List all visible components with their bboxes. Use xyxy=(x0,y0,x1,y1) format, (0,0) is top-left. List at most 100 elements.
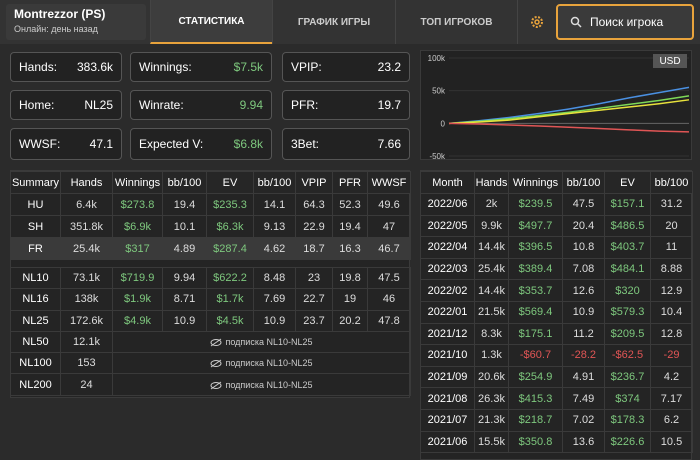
cell: $273.8 xyxy=(112,193,163,216)
graph-line xyxy=(448,99,690,125)
cell: 73.1k xyxy=(60,266,113,290)
cell: $4.9k xyxy=(112,309,163,332)
cell: $415.3 xyxy=(508,387,563,410)
stat-label: Home: xyxy=(19,98,55,112)
cell: 10.9 xyxy=(562,300,605,324)
icon-eye xyxy=(210,381,222,389)
month-row: 2022/06 2k $239.5 47.5 $157.1 31.2 xyxy=(420,193,693,216)
summary-row: NL16 138k $1.9k 8.71 $1.7k 7.69 22.7 19 46 xyxy=(10,288,411,311)
icon-slash xyxy=(211,338,222,347)
cell: $719.9 xyxy=(112,266,163,290)
summary-row: NL10 73.1k $719.9 9.94 $622.2 8.48 23 19.8 47.5 xyxy=(10,266,411,290)
cell: 12.8 xyxy=(650,322,693,346)
summary-row: NL25 172.6k $4.9k 10.9 $4.5k 10.9 23.7 20.2 47.8 xyxy=(10,309,411,332)
cell: 16.3 xyxy=(332,237,368,260)
cell: -29 xyxy=(650,344,693,367)
cell: $396.5 xyxy=(508,236,563,259)
cell: 47.5 xyxy=(562,193,605,216)
column-header: Hands xyxy=(60,171,113,194)
cell: $178.3 xyxy=(604,408,651,432)
stat-box: 3Bet: 7.66 xyxy=(282,128,410,160)
icon-eye xyxy=(210,339,222,347)
cell: 1.3k xyxy=(474,344,509,367)
cell: -$62.5 xyxy=(604,344,651,367)
cell: 52.3 xyxy=(332,193,368,216)
cell: $320 xyxy=(604,279,651,302)
cell: 23.7 xyxy=(295,309,333,332)
cell: 20.2 xyxy=(332,309,368,332)
row-label: 2021/09 xyxy=(420,365,475,389)
cell: $579.3 xyxy=(604,300,651,324)
stat-box: Home: NL25 xyxy=(10,90,122,120)
summary-row: NL50 12.1k подписка NL10-NL25 xyxy=(10,330,411,354)
cell: $486.5 xyxy=(604,214,651,238)
cell: 15.5k xyxy=(474,430,509,454)
row-label: 2022/02 xyxy=(420,279,475,302)
cell: $569.4 xyxy=(508,300,563,324)
cell: 7.49 xyxy=(562,387,605,410)
cell: 26.3k xyxy=(474,387,509,410)
cell: 4.89 xyxy=(162,237,207,260)
cell: $6.9k xyxy=(112,215,163,238)
cell: $175.1 xyxy=(508,322,563,346)
cell: 46 xyxy=(367,288,411,311)
stat-label: WWSF: xyxy=(19,137,61,151)
cell: 4.2 xyxy=(650,365,693,389)
cell: 172.6k xyxy=(60,309,113,332)
cell: 4.91 xyxy=(562,365,605,389)
month-row: 2021/07 21.3k $218.7 7.02 $178.3 6.2 xyxy=(420,408,693,432)
search-box[interactable]: Поиск игрока xyxy=(556,4,694,40)
cell: $374 xyxy=(604,387,651,410)
cell: 7.08 xyxy=(562,257,605,281)
month-row: 2022/03 25.4k $389.4 7.08 $484.1 8.88 xyxy=(420,257,693,281)
column-header: EV xyxy=(604,171,651,194)
summary-table: Summary Hands Winnings bb/100 EV bb/100 VPIP PF… xyxy=(10,171,411,260)
row-label: 2022/05 xyxy=(420,214,475,238)
column-header: bb/100 xyxy=(253,171,296,194)
column-header: Month xyxy=(420,171,475,194)
cell: 21.5k xyxy=(474,300,509,324)
player-name: Montrezzor (PS) xyxy=(14,7,106,21)
cell: $1.9k xyxy=(112,288,163,311)
cell: 351.8k xyxy=(60,215,113,238)
cell: 2k xyxy=(474,193,509,216)
summary-row: HU 6.4k $273.8 19.4 $235.3 14.1 64.3 52.3 49.6 xyxy=(10,193,411,216)
cell: 10.9 xyxy=(162,309,207,332)
cell: 13.6 xyxy=(562,430,605,454)
row-label: 2021/10 xyxy=(420,344,475,367)
search-placeholder: Поиск игрока xyxy=(590,15,664,29)
row-label: 2021/08 xyxy=(420,387,475,410)
y-tick-label: -50k xyxy=(429,152,446,159)
y-tick-label: 50k xyxy=(432,87,446,96)
cell: 12.6 xyxy=(562,279,605,302)
stat-box: VPIP: 23.2 xyxy=(282,52,410,82)
cell: $239.5 xyxy=(508,193,563,216)
cell: 21.3k xyxy=(474,408,509,432)
subscription-cell: подписка NL10-NL25 xyxy=(112,352,411,375)
cell: 11.2 xyxy=(562,322,605,346)
month-row: 2021/06 15.5k $350.8 13.6 $226.6 10.5 xyxy=(420,430,693,454)
settings-icon[interactable] xyxy=(529,14,545,30)
cell: -28.2 xyxy=(562,344,605,367)
column-header: bb/100 xyxy=(562,171,605,194)
row-label: NL200 xyxy=(10,373,61,396)
subscription-text: подписка NL10-NL25 xyxy=(225,379,313,390)
stat-label: VPIP: xyxy=(291,60,322,74)
stat-label: Winnings: xyxy=(139,60,192,74)
graph-line xyxy=(448,122,690,133)
cell: 19.4 xyxy=(332,215,368,238)
row-label: NL16 xyxy=(10,288,61,311)
stat-value: 19.7 xyxy=(377,98,401,112)
tab[interactable]: СТАТИСТИКА xyxy=(150,0,272,44)
column-header: VPIP xyxy=(295,171,333,194)
cell: $226.6 xyxy=(604,430,651,454)
tab[interactable]: ГРАФИК ИГРЫ xyxy=(272,0,395,44)
player-box: Montrezzor (PS) Онлайн: день назад xyxy=(6,4,146,40)
subscription-cell: подписка NL10-NL25 xyxy=(112,373,411,396)
cell: 8.88 xyxy=(650,257,693,281)
cell: 14.1 xyxy=(253,193,296,216)
row-label: NL100 xyxy=(10,352,61,375)
cell: 10.5 xyxy=(650,430,693,454)
tab[interactable]: ТОП ИГРОКОВ xyxy=(395,0,518,44)
